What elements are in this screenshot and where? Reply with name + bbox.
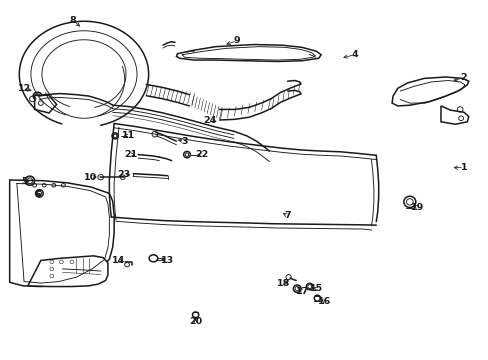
Text: 9: 9	[234, 36, 240, 45]
Text: 13: 13	[161, 256, 174, 265]
Polygon shape	[391, 77, 468, 106]
Text: 23: 23	[117, 170, 130, 179]
Text: 8: 8	[69, 16, 76, 25]
Text: 24: 24	[203, 116, 216, 125]
Text: 16: 16	[318, 297, 331, 306]
Text: 5: 5	[21, 177, 27, 186]
Polygon shape	[10, 180, 114, 287]
Text: 15: 15	[309, 284, 322, 293]
Text: 20: 20	[189, 317, 202, 326]
Text: 6: 6	[34, 190, 41, 199]
Text: 7: 7	[284, 211, 290, 220]
Polygon shape	[440, 106, 468, 124]
Text: 19: 19	[410, 203, 424, 212]
Text: 2: 2	[460, 73, 467, 82]
Text: 17: 17	[296, 287, 309, 296]
Polygon shape	[176, 45, 321, 62]
Text: 4: 4	[351, 50, 357, 59]
Text: 21: 21	[123, 150, 137, 159]
Text: 11: 11	[122, 131, 135, 140]
Text: 14: 14	[112, 256, 125, 265]
Polygon shape	[35, 95, 57, 113]
Text: 1: 1	[460, 163, 467, 172]
Text: 3: 3	[181, 137, 187, 146]
Text: 18: 18	[277, 279, 290, 288]
Text: 22: 22	[195, 150, 208, 159]
Text: 12: 12	[19, 85, 32, 94]
Polygon shape	[28, 256, 108, 287]
Text: 10: 10	[83, 173, 97, 182]
